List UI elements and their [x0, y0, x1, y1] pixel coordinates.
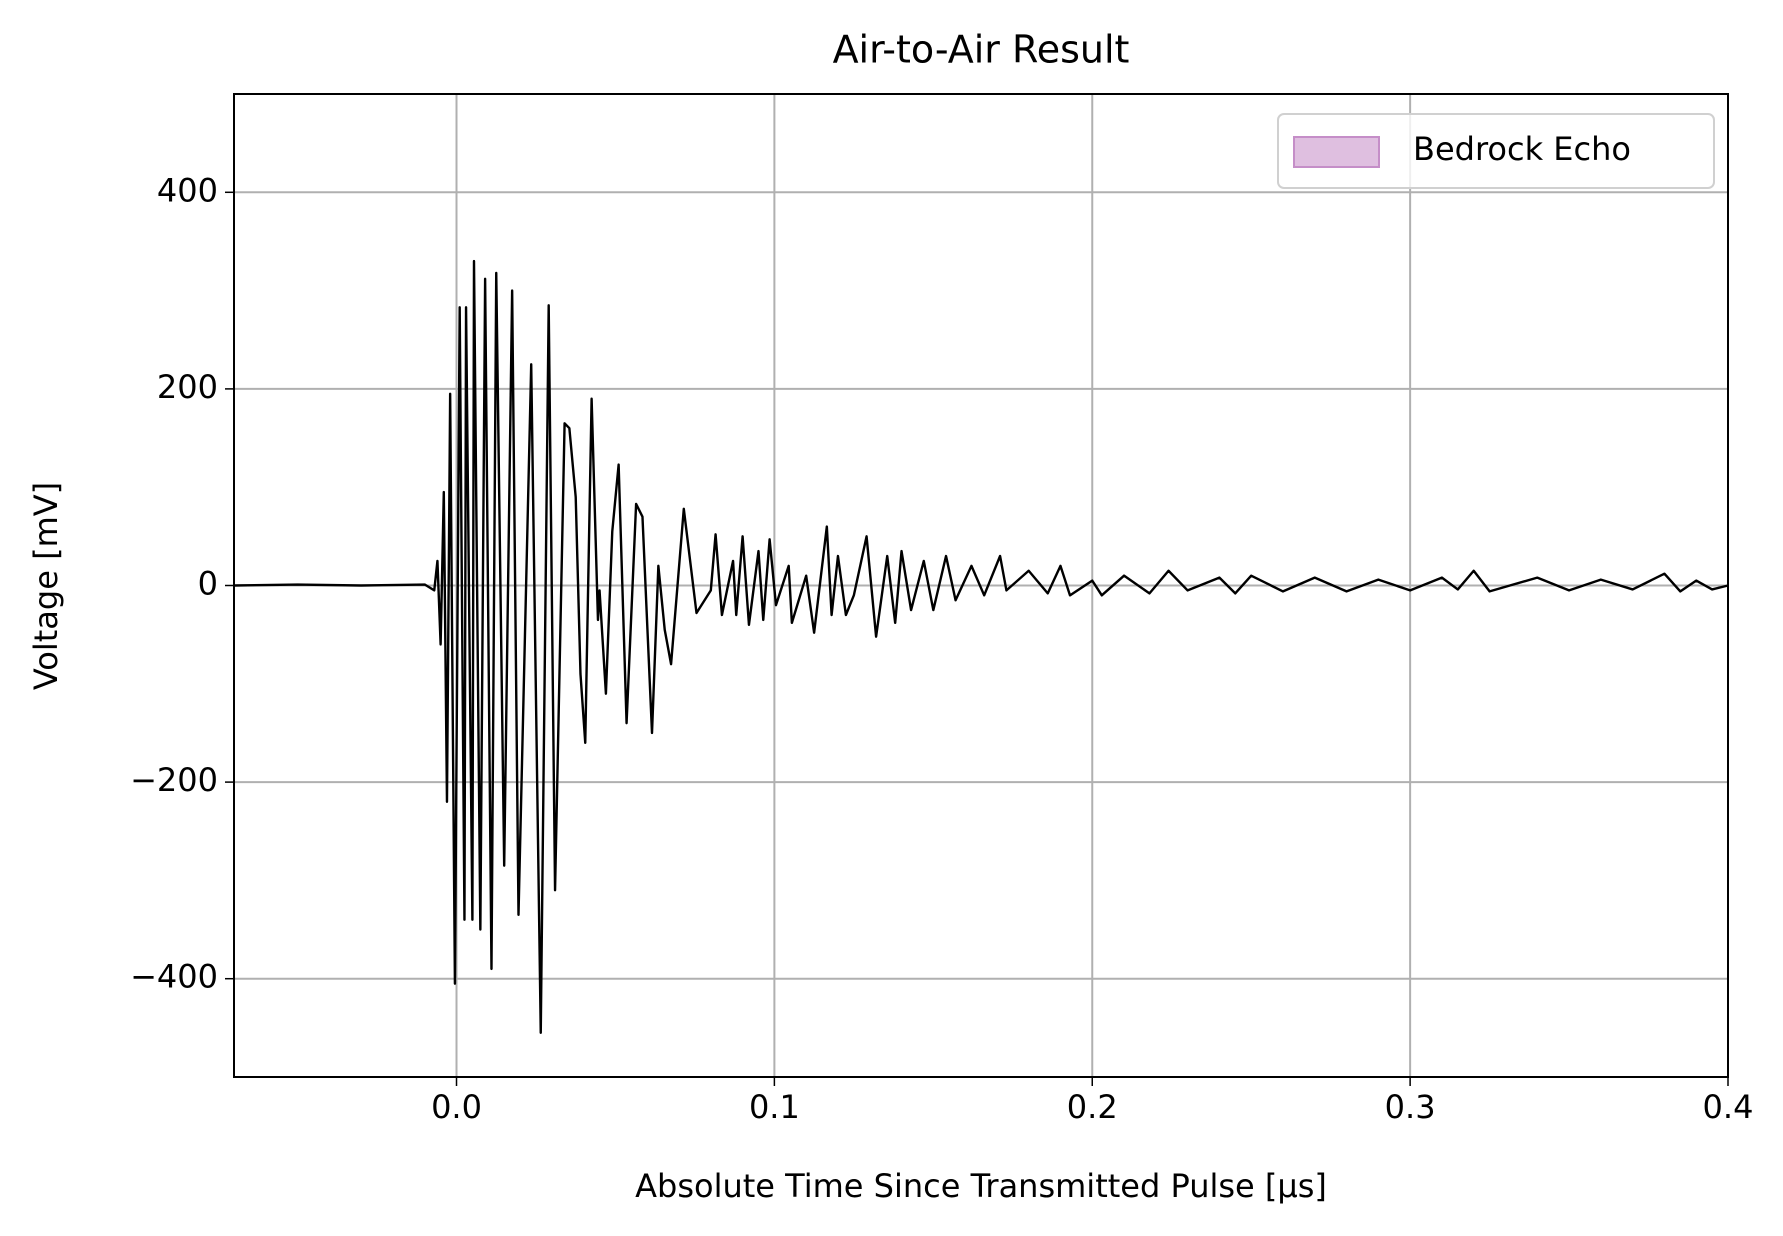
y-tick-label: −400 [130, 958, 218, 996]
legend-patch [1293, 136, 1380, 168]
y-tick-label: 400 [157, 171, 218, 209]
chart-title: Air-to-Air Result [833, 28, 1130, 72]
x-tick-label: 0.4 [1703, 1088, 1754, 1126]
y-tick-label: 0 [198, 565, 218, 603]
y-tick-label: 200 [157, 368, 218, 406]
y-tick-label: −200 [130, 761, 218, 799]
legend-box [1277, 113, 1715, 189]
x-tick-label: 0.0 [431, 1088, 482, 1126]
y-axis-label: Voltage [mV] [27, 482, 65, 690]
plot-frame [233, 93, 1729, 1078]
x-axis-label: Absolute Time Since Transmitted Pulse [μ… [635, 1167, 1327, 1205]
legend-label: Bedrock Echo [1413, 130, 1631, 168]
x-tick-label: 0.3 [1385, 1088, 1436, 1126]
line-series [233, 259, 1729, 1034]
x-tick-label: 0.1 [749, 1088, 800, 1126]
x-tick-label: 0.2 [1067, 1088, 1118, 1126]
